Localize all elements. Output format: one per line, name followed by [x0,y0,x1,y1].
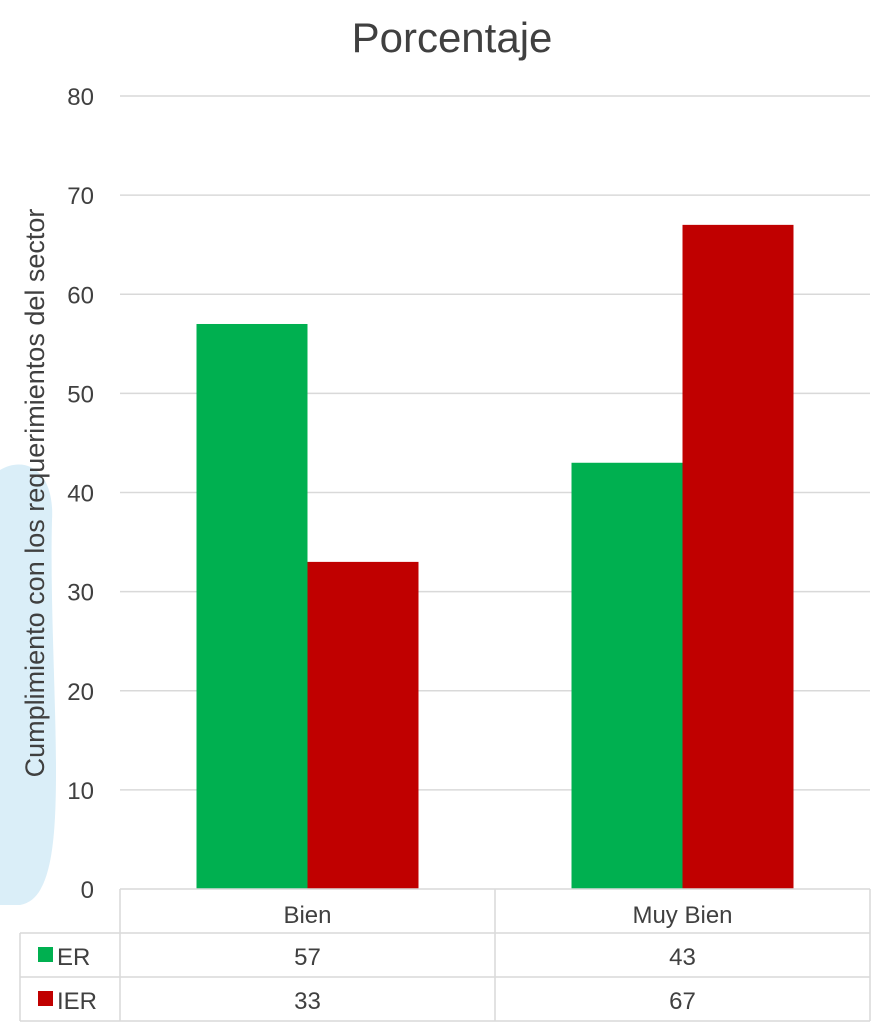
legend-label: ER [57,944,90,971]
x-tick-label: Muy Bien [632,902,732,929]
data-label: 33 [294,988,321,1015]
y-tick-label: 70 [67,183,94,210]
bars [196,224,794,890]
y-tick-label: 10 [67,778,94,805]
data-label: 43 [669,944,696,971]
data-table: Bien Muy Bien ER 57 43 IER 33 67 [19,888,871,1022]
decorative-shape [0,464,56,905]
bar-er-muy-bien [571,462,683,889]
y-tick-label: 60 [67,282,94,309]
y-tick-label: 0 [81,877,94,904]
legend-swatch [38,947,53,962]
bar-ier-bien [307,561,419,889]
bar-ier-muy-bien [682,224,794,890]
x-tick-label: Bien [283,902,331,929]
bar-er-bien [196,323,308,889]
y-tick-label: 50 [67,381,94,408]
data-label: 57 [294,944,321,971]
y-tick-labels: 0 10 20 30 40 50 60 70 80 [67,84,94,904]
legend-label: IER [57,988,97,1015]
y-tick-label: 30 [67,580,94,607]
y-tick-label: 20 [67,679,94,706]
data-label: 67 [669,988,696,1015]
legend-swatch [38,991,53,1006]
chart-title: Porcentaje [352,14,553,61]
y-tick-label: 80 [67,84,94,111]
y-tick-label: 40 [67,481,94,508]
y-axis-label: Cumplimiento con los requerimientos del … [20,209,50,778]
